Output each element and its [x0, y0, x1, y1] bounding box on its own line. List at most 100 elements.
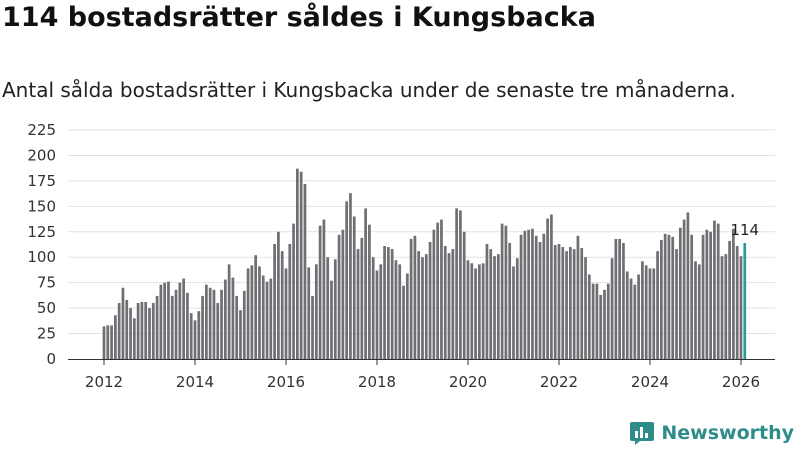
bar — [167, 281, 170, 359]
bar — [360, 237, 364, 359]
bar — [163, 282, 167, 359]
bar — [557, 243, 561, 359]
bar — [568, 247, 572, 359]
bar — [659, 239, 663, 359]
bar — [644, 265, 648, 359]
bar — [591, 283, 595, 359]
bar — [496, 254, 500, 359]
x-tick-label: 2026 — [722, 373, 760, 391]
bar — [261, 275, 265, 359]
bar — [576, 235, 580, 359]
bar — [542, 233, 546, 359]
bar — [220, 289, 223, 359]
bar — [155, 295, 159, 359]
bar — [587, 274, 591, 359]
bar — [436, 222, 440, 359]
bar — [599, 294, 603, 359]
bar — [371, 257, 375, 359]
y-tick-label: 50 — [37, 299, 56, 317]
bar — [538, 241, 542, 359]
bar — [250, 265, 254, 359]
bar — [709, 231, 713, 359]
y-tick-label: 25 — [37, 325, 56, 343]
bar-latest — [743, 242, 747, 359]
bar — [402, 285, 405, 359]
bar — [269, 278, 273, 359]
bar — [652, 268, 656, 359]
bar — [447, 253, 451, 359]
bar — [106, 325, 110, 359]
bar — [667, 234, 671, 359]
bar — [512, 266, 515, 359]
bar — [424, 254, 428, 359]
bar — [208, 287, 212, 359]
bar — [235, 295, 239, 359]
bar — [534, 235, 538, 359]
bar — [307, 267, 311, 359]
brand-logo: Newsworthy — [629, 420, 794, 446]
bar — [102, 326, 106, 359]
x-tick-label: 2012 — [85, 373, 123, 391]
bar — [656, 251, 659, 359]
bar — [197, 311, 201, 359]
bar — [705, 229, 709, 359]
bar — [701, 234, 705, 359]
bar — [326, 257, 330, 359]
bar — [144, 302, 148, 359]
bar — [330, 280, 333, 359]
bar — [455, 208, 458, 359]
bar — [603, 289, 606, 359]
bar — [728, 240, 731, 359]
bar — [398, 264, 402, 359]
bar — [129, 308, 132, 359]
bar — [561, 247, 565, 359]
bar — [299, 171, 303, 359]
bar — [136, 303, 140, 359]
bar — [314, 264, 318, 359]
bar — [481, 263, 485, 359]
x-tick-label: 2020 — [449, 373, 487, 391]
bar — [421, 257, 424, 359]
bar — [648, 268, 652, 359]
bar — [550, 214, 553, 359]
y-tick-label: 175 — [27, 172, 56, 190]
bar — [273, 243, 276, 359]
bar — [618, 238, 622, 359]
bar — [732, 228, 735, 359]
bar — [189, 313, 193, 359]
bar — [459, 210, 462, 359]
bar — [428, 241, 432, 359]
bar — [288, 243, 292, 359]
bar — [470, 263, 474, 359]
bar — [697, 264, 701, 359]
bar — [292, 223, 295, 359]
bar — [303, 183, 307, 359]
bar — [489, 249, 493, 359]
bar — [375, 270, 379, 359]
bar — [686, 212, 690, 359]
bar — [341, 229, 345, 359]
bar — [205, 284, 208, 359]
bar — [474, 268, 477, 359]
bar — [405, 273, 409, 359]
bar — [356, 249, 360, 359]
bar — [440, 219, 443, 359]
bar — [254, 255, 258, 359]
bar — [515, 258, 519, 359]
bar — [500, 223, 504, 359]
bar — [322, 219, 326, 359]
bar — [690, 234, 694, 359]
bar — [671, 236, 675, 359]
y-tick-label: 100 — [27, 248, 56, 266]
x-tick-label: 2022 — [540, 373, 578, 391]
bar — [318, 225, 322, 359]
bar — [193, 320, 197, 359]
y-tick-label: 75 — [37, 274, 56, 292]
bar — [212, 289, 216, 359]
bar — [625, 271, 629, 359]
bar — [629, 278, 633, 359]
x-tick-label: 2016 — [267, 373, 305, 391]
bar — [280, 251, 284, 359]
bar — [159, 284, 163, 359]
